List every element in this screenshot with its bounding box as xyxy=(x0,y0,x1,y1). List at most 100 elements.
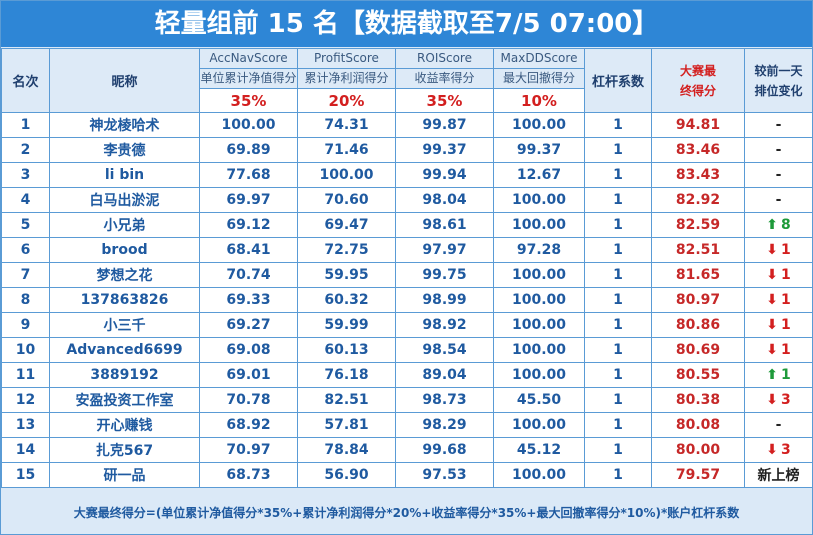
nickname-cell: 白马出淤泥 xyxy=(49,187,200,213)
final-score-cell: 80.55 xyxy=(651,362,745,388)
roi-score-cell: 99.94 xyxy=(395,162,494,188)
accnav-score-cell: 69.33 xyxy=(199,287,298,313)
roi-score-cell: 98.92 xyxy=(395,312,494,338)
rank-cell: 1 xyxy=(1,112,50,138)
table-row: 14 扎克567 70.97 78.84 99.68 45.12 1 80.00 ⬇ 3 xyxy=(1,437,813,463)
arrow-down-icon: ⬇ xyxy=(766,442,778,458)
arrow-down-icon: ⬇ xyxy=(766,267,778,283)
final-score-cell: 94.81 xyxy=(651,112,745,138)
arrow-down-icon: ⬇ xyxy=(766,317,778,333)
profit-score-cell: 60.32 xyxy=(297,287,396,313)
header-change-line2: 排位变化 xyxy=(754,83,803,98)
rank-change-cell: ⬇ 3 xyxy=(744,437,813,463)
maxdd-score-cell: 100.00 xyxy=(493,412,585,438)
table-row: 8 137863826 69.33 60.32 98.99 100.00 1 80.97 ⬇ 1 xyxy=(1,287,813,313)
roi-score-cell: 98.29 xyxy=(395,412,494,438)
rank-change-value: 3 xyxy=(780,442,791,458)
header-profit-en: ProfitScore xyxy=(297,48,396,69)
table-row: 11 3889192 69.01 76.18 89.04 100.00 1 80.55 ⬆ 1 xyxy=(1,362,813,388)
profit-score-cell: 78.84 xyxy=(297,437,396,463)
maxdd-score-cell: 100.00 xyxy=(493,287,585,313)
accnav-score-cell: 70.74 xyxy=(199,262,298,288)
rank-change-cell: - xyxy=(744,162,813,188)
rank-cell: 14 xyxy=(1,437,50,463)
maxdd-score-cell: 97.28 xyxy=(493,237,585,263)
roi-score-cell: 97.53 xyxy=(395,462,494,488)
rank-cell: 11 xyxy=(1,362,50,388)
header-roi-en: ROIScore xyxy=(395,48,494,69)
arrow-up-icon: ⬆ xyxy=(766,217,778,233)
final-score-cell: 79.57 xyxy=(651,462,745,488)
final-score-cell: 82.92 xyxy=(651,187,745,213)
header-rank: 名次 xyxy=(1,48,50,113)
header-rank-change: 较前一天 排位变化 xyxy=(744,48,813,113)
final-score-cell: 82.59 xyxy=(651,212,745,238)
maxdd-score-cell: 100.00 xyxy=(493,212,585,238)
rank-change-value: - xyxy=(775,117,782,133)
header-roi-cn: 收益率得分 xyxy=(395,68,494,89)
rank-change-cell: 新上榜 xyxy=(744,462,813,488)
roi-score-cell: 89.04 xyxy=(395,362,494,388)
leverage-cell: 1 xyxy=(584,312,652,338)
header-leverage: 杠杆系数 xyxy=(584,48,652,113)
rank-cell: 9 xyxy=(1,312,50,338)
nickname-cell: 神龙棱哈术 xyxy=(49,112,200,138)
roi-score-cell: 99.37 xyxy=(395,137,494,163)
rank-cell: 5 xyxy=(1,212,50,238)
rank-change-value: 1 xyxy=(780,267,791,283)
leverage-cell: 1 xyxy=(584,112,652,138)
profit-score-cell: 71.46 xyxy=(297,137,396,163)
leverage-cell: 1 xyxy=(584,212,652,238)
rank-change-cell: - xyxy=(744,187,813,213)
leverage-cell: 1 xyxy=(584,362,652,388)
rank-cell: 8 xyxy=(1,287,50,313)
arrow-up-icon: ⬆ xyxy=(766,367,778,383)
final-score-cell: 80.38 xyxy=(651,387,745,413)
profit-score-cell: 69.47 xyxy=(297,212,396,238)
accnav-score-cell: 68.41 xyxy=(199,237,298,263)
score-formula: 大赛最终得分=(单位累计净值得分*35%+累计净利润得分*20%+收益率得分*3… xyxy=(1,492,812,534)
nickname-cell: 137863826 xyxy=(49,287,200,313)
profit-score-cell: 82.51 xyxy=(297,387,396,413)
nickname-cell: 小三千 xyxy=(49,312,200,338)
roi-score-cell: 99.75 xyxy=(395,262,494,288)
nickname-cell: 安盈投资工作室 xyxy=(49,387,200,413)
leverage-cell: 1 xyxy=(584,437,652,463)
leaderboard-table: 名次 昵称 AccNavScore ProfitScore ROIScore M… xyxy=(1,48,813,488)
maxdd-score-cell: 45.50 xyxy=(493,387,585,413)
rank-change-cell: ⬆ 1 xyxy=(744,362,813,388)
nickname-cell: Advanced6699 xyxy=(49,337,200,363)
rank-change-cell: ⬇ 1 xyxy=(744,337,813,363)
nickname-cell: 研一品 xyxy=(49,462,200,488)
maxdd-score-cell: 100.00 xyxy=(493,112,585,138)
profit-score-cell: 59.95 xyxy=(297,262,396,288)
table-row: 1 神龙棱哈术 100.00 74.31 99.87 100.00 1 94.81- xyxy=(1,112,813,138)
rank-change-value: 1 xyxy=(780,242,791,258)
table-row: 12 安盈投资工作室 70.78 82.51 98.73 45.50 1 80.38 ⬇ 3 xyxy=(1,387,813,413)
arrow-down-icon: ⬇ xyxy=(766,392,778,408)
nickname-cell: 开心赚钱 xyxy=(49,412,200,438)
rank-change-value: 1 xyxy=(780,367,791,383)
rank-change-cell: ⬇ 1 xyxy=(744,262,813,288)
rank-change-cell: ⬇ 1 xyxy=(744,312,813,338)
table-row: 10 Advanced6699 69.08 60.13 98.54 100.00 1 80.6… xyxy=(1,337,813,363)
arrow-down-icon: ⬇ xyxy=(766,342,778,358)
page-title: 轻量组前 15 名【数据截取至7/5 07:00】 xyxy=(1,1,812,47)
leverage-cell: 1 xyxy=(584,137,652,163)
maxdd-score-cell: 12.67 xyxy=(493,162,585,188)
header-final-score: 大赛最 终得分 xyxy=(651,48,745,113)
roi-score-cell: 98.54 xyxy=(395,337,494,363)
leverage-cell: 1 xyxy=(584,337,652,363)
header-final-line1: 大赛最 xyxy=(679,63,716,78)
accnav-score-cell: 69.01 xyxy=(199,362,298,388)
table-row: 3 li bin 77.68 100.00 99.94 12.67 1 83.43 - xyxy=(1,162,813,188)
accnav-score-cell: 68.92 xyxy=(199,412,298,438)
accnav-score-cell: 69.12 xyxy=(199,212,298,238)
rank-change-cell: - xyxy=(744,137,813,163)
final-score-cell: 80.97 xyxy=(651,287,745,313)
final-score-cell: 83.43 xyxy=(651,162,745,188)
weight-profit: 20% xyxy=(297,88,396,113)
header-maxdd-en: MaxDDScore xyxy=(493,48,585,69)
maxdd-score-cell: 100.00 xyxy=(493,462,585,488)
